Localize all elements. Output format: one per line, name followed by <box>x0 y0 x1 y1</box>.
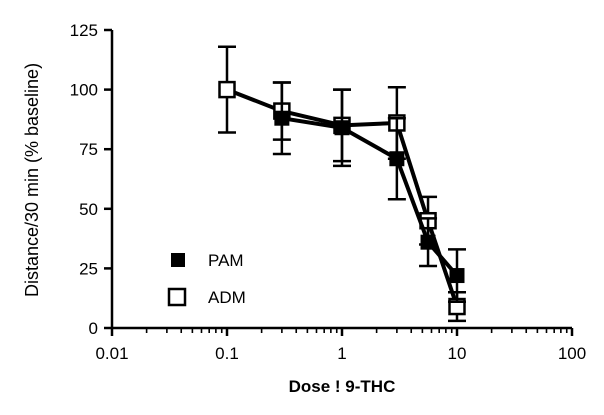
legend-label-adm: ADM <box>208 288 246 307</box>
legend-label-pam: PAM <box>208 251 244 270</box>
y-tick-label: 50 <box>79 200 98 219</box>
x-tick-label: 1 <box>337 344 346 363</box>
legend-marker-adm <box>167 287 187 307</box>
pam-point <box>420 234 436 250</box>
x-axis-title: Dose ! 9-THC <box>289 377 396 396</box>
legend: PAM ADM <box>167 251 246 307</box>
series-layer <box>218 45 466 323</box>
y-tick-label: 25 <box>79 259 98 278</box>
x-tick-label: 0.01 <box>95 344 128 363</box>
pam-point <box>389 151 405 167</box>
x-tick-label: 0.1 <box>215 344 239 363</box>
pam-point <box>274 110 290 126</box>
y-axis-title: Distance/30 min (% baseline) <box>22 63 42 297</box>
pam-point <box>334 120 350 136</box>
x-tick-label: 10 <box>448 344 467 363</box>
y-tick-label: 75 <box>79 140 98 159</box>
series-pam <box>272 81 466 304</box>
adm-point <box>218 80 236 99</box>
series-adm <box>218 45 466 323</box>
legend-marker-pam <box>171 253 185 267</box>
ticks: 0 25 50 75 100 125 0.01 0.1 1 10 100 <box>70 21 587 363</box>
y-tick-label: 125 <box>70 21 98 40</box>
pam-point <box>449 268 465 284</box>
x-tick-label: 100 <box>558 344 586 363</box>
y-tick-label: 100 <box>70 81 98 100</box>
axes <box>110 30 572 330</box>
y-tick-label: 0 <box>89 319 98 338</box>
